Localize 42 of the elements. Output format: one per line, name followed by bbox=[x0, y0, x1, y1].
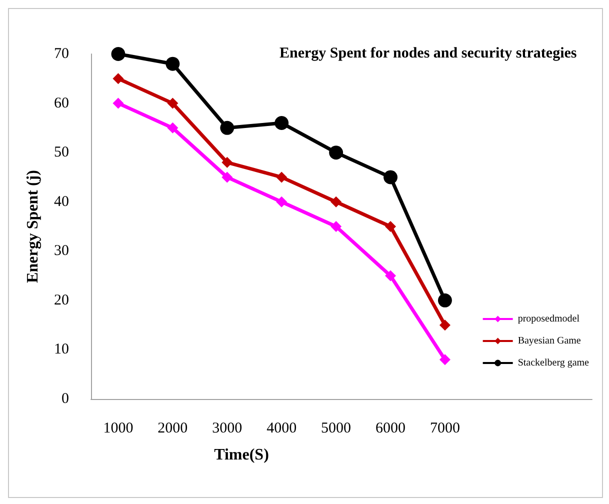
x-tick-label: 4000 bbox=[266, 420, 297, 436]
point bbox=[111, 47, 126, 61]
point bbox=[439, 320, 450, 331]
point bbox=[166, 56, 180, 71]
point bbox=[385, 270, 396, 282]
point bbox=[330, 221, 342, 232]
x-tick-label: 2000 bbox=[158, 420, 188, 436]
legend-label: proposedmodel bbox=[518, 314, 580, 324]
point bbox=[439, 354, 450, 366]
x-tick-label: 7000 bbox=[430, 420, 460, 436]
point bbox=[222, 156, 233, 168]
point bbox=[112, 98, 124, 109]
x-tick-label: 3000 bbox=[212, 420, 242, 436]
chart-title: Energy Spent for nodes and security strategies bbox=[280, 46, 577, 62]
point bbox=[330, 196, 342, 208]
y-tick-label: 0 bbox=[62, 391, 69, 407]
y-tick-label: 50 bbox=[54, 144, 69, 161]
point bbox=[220, 120, 234, 135]
x-tick-label: 6000 bbox=[376, 420, 406, 436]
point bbox=[167, 98, 178, 109]
x-tick-label: 5000 bbox=[321, 420, 352, 436]
point bbox=[276, 172, 288, 183]
x-axis-title: Time(S) bbox=[214, 446, 269, 464]
point bbox=[274, 116, 289, 130]
y-tick-label: 30 bbox=[54, 243, 69, 260]
point bbox=[276, 196, 288, 208]
y-tick-label: 20 bbox=[54, 292, 69, 308]
y-axis-title: Energy Spent (j) bbox=[24, 170, 42, 283]
point bbox=[385, 221, 396, 232]
legend-label: Stackelberg game bbox=[518, 358, 590, 368]
point bbox=[112, 73, 124, 84]
point bbox=[329, 146, 344, 160]
point bbox=[222, 172, 233, 183]
y-tick-label: 70 bbox=[54, 46, 69, 62]
x-tick-label: 1000 bbox=[103, 420, 134, 436]
y-tick-label: 60 bbox=[54, 95, 69, 112]
point bbox=[438, 293, 452, 308]
point bbox=[167, 122, 178, 134]
y-tick-label: 10 bbox=[54, 342, 69, 358]
y-tick-label: 40 bbox=[54, 194, 69, 210]
point bbox=[384, 170, 398, 184]
legend-label: Bayesian Game bbox=[518, 336, 582, 346]
